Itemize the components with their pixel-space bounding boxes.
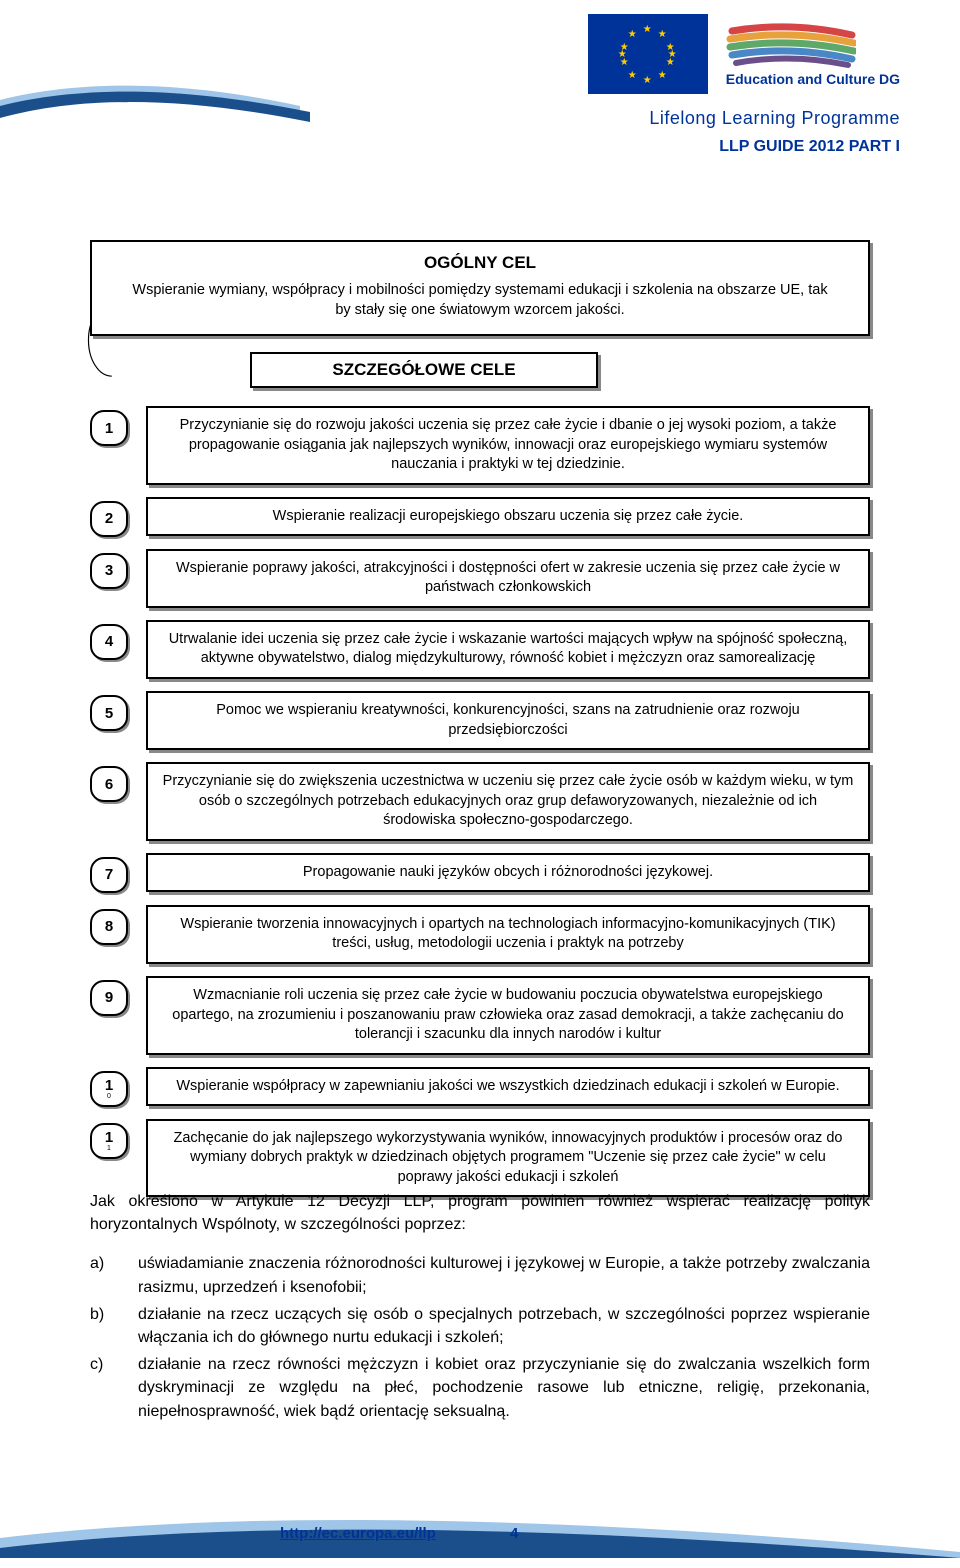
- goal-text: Zachęcanie do jak najlepszego wykorzysty…: [146, 1119, 870, 1198]
- goal-row: 2 Wspieranie realizacji europejskiego obs…: [90, 497, 870, 537]
- goal-row: 4 Utrwalanie idei uczenia się przez całe …: [90, 620, 870, 679]
- goal-text: Wzmacnianie roli uczenia się przez całe …: [146, 976, 870, 1055]
- goal-row: 3 Wspieranie poprawy jakości, atrakcyjnoś…: [90, 549, 870, 608]
- goal-number: 5: [90, 695, 128, 731]
- general-goal-text: Wspieranie wymiany, współpracy i mobilno…: [124, 281, 836, 320]
- eu-flag-logo: ★ ★ ★ ★ ★ ★ ★ ★ ★ ★ ★ ★: [588, 14, 708, 94]
- goal-text: Propagowanie nauki języków obcych i różn…: [146, 853, 870, 893]
- goal-text: Wspieranie poprawy jakości, atrakcyjnośc…: [146, 549, 870, 608]
- page: ★ ★ ★ ★ ★ ★ ★ ★ ★ ★ ★ ★ Educat: [0, 0, 960, 1568]
- goal-text: Wspieranie współpracy w zapewnianiu jako…: [146, 1067, 870, 1107]
- goal-row: 5 Pomoc we wspieraniu kreatywności, konku…: [90, 691, 870, 750]
- general-goal-box: OGÓLNY CEL Wspieranie wymiany, współprac…: [90, 240, 870, 336]
- list-text: uświadamianie znaczenia różnorodności ku…: [138, 1252, 870, 1298]
- goal-row: 10 Wspieranie współpracy w zapewnianiu ja…: [90, 1067, 870, 1107]
- goal-row: 1Przyczynianie się do rozwoju jakości uc…: [90, 406, 870, 485]
- goal-text: Utrwalanie idei uczenia się przez całe ż…: [146, 620, 870, 679]
- goal-text: Przyczynianie się do rozwoju jakości ucz…: [146, 406, 870, 485]
- education-culture-label: Education and Culture DG: [726, 71, 900, 87]
- body-text: Jak określono w Artykule 12 Decyzji LLP,…: [90, 1190, 870, 1427]
- goal-number: 9: [90, 980, 128, 1016]
- lifelong-learning-label: Lifelong Learning Programme: [649, 108, 900, 129]
- list-text: działanie na rzecz uczących się osób o s…: [138, 1303, 870, 1349]
- guide-title-label: LLP GUIDE 2012 PART I: [719, 138, 900, 156]
- top-wave-decoration: [0, 78, 320, 130]
- body-intro: Jak określono w Artykule 12 Decyzji LLP,…: [90, 1190, 870, 1236]
- list-label: a): [90, 1252, 138, 1298]
- goal-number: 7: [90, 857, 128, 893]
- goal-text: Wspieranie tworzenia innowacyjnych i opa…: [146, 905, 870, 964]
- list-label: c): [90, 1353, 138, 1423]
- page-number: 4: [510, 1525, 518, 1542]
- goal-row: 11 Zachęcanie do jak najlepszego wykorzys…: [90, 1119, 870, 1198]
- goal-text: Wspieranie realizacji europejskiego obsz…: [146, 497, 870, 537]
- goal-text: Pomoc we wspieraniu kreatywności, konkur…: [146, 691, 870, 750]
- general-goal-title: OGÓLNY CEL: [124, 252, 836, 275]
- goals-list: 1Przyczynianie się do rozwoju jakości uc…: [90, 406, 870, 1197]
- paint-strokes-icon: [726, 21, 856, 69]
- goal-number: 8: [90, 909, 128, 945]
- goal-row: 7 Propagowanie nauki języków obcych i róż…: [90, 853, 870, 893]
- goal-number: 6: [90, 766, 128, 802]
- list-label: b): [90, 1303, 138, 1349]
- goal-number: 3: [90, 553, 128, 589]
- specific-goals-title: SZCZEGÓŁOWE CELE: [250, 352, 598, 388]
- goal-row: 9 Wzmacnianie roli uczenia się przez całe…: [90, 976, 870, 1055]
- body-list: a)uświadamianie znaczenia różnorodności …: [90, 1252, 870, 1422]
- goal-number: 4: [90, 624, 128, 660]
- header-logos: ★ ★ ★ ★ ★ ★ ★ ★ ★ ★ ★ ★ Educat: [588, 14, 900, 94]
- footer-wave-decoration: [0, 1504, 960, 1558]
- body-list-item: c)działanie na rzecz równości mężczyzn i…: [90, 1353, 870, 1423]
- goal-row: 8 Wspieranie tworzenia innowacyjnych i op…: [90, 905, 870, 964]
- footer-link[interactable]: http://ec.europa.eu/llp: [280, 1525, 436, 1542]
- education-culture-logo: Education and Culture DG: [726, 21, 900, 87]
- goal-row: 6 Przyczynianie się do zwiększenia uczest…: [90, 762, 870, 841]
- goal-number: 10: [90, 1071, 128, 1107]
- goal-text: Przyczynianie się do zwiększenia uczestn…: [146, 762, 870, 841]
- goal-number: 11: [90, 1123, 128, 1159]
- body-list-item: b)działanie na rzecz uczących się osób o…: [90, 1303, 870, 1349]
- goal-number: 2: [90, 501, 128, 537]
- list-text: działanie na rzecz równości mężczyzn i k…: [138, 1353, 870, 1423]
- main-content: OGÓLNY CEL Wspieranie wymiany, współprac…: [90, 240, 870, 1209]
- body-list-item: a)uświadamianie znaczenia różnorodności …: [90, 1252, 870, 1298]
- footer: http://ec.europa.eu/llp 4: [0, 1504, 960, 1558]
